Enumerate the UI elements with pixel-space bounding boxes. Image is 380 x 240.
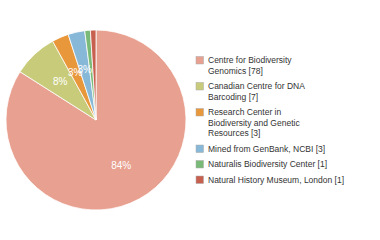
legend-label: Centre for BiodiversityGenomics [78] (208, 55, 292, 76)
legend-label: Naturalis Biodiversity Center [1] (208, 159, 327, 169)
slice (85, 30, 96, 120)
data-label: 3% (77, 64, 92, 75)
legend-label: Mined from GenBank, NCBI [3] (208, 144, 325, 154)
legend: Centre for BiodiversityGenomics [78] Cana… (196, 55, 344, 185)
legend-label: Natural History Museum, London [1] (208, 175, 344, 185)
legend-swatch (196, 145, 204, 153)
legend-label: Canadian Centre for DNABarcoding [7] (208, 81, 305, 102)
legend-label: Research Center inBiodiversity and Genet… (208, 107, 300, 138)
slice (68, 31, 96, 120)
data-label: 8% (53, 76, 68, 87)
legend-swatch (196, 109, 204, 117)
data-labels: 84%8%3%3% (53, 64, 131, 172)
data-label: 84% (111, 160, 131, 171)
legend-swatch (196, 176, 204, 184)
slices (6, 30, 186, 210)
slice (6, 30, 186, 210)
slice (90, 30, 96, 120)
legend-swatch (196, 161, 204, 169)
chart: 84%8%3%3%Centre for BiodiversityGenomics… (0, 0, 380, 240)
legend-swatch (196, 83, 204, 91)
legend-swatch (196, 57, 204, 65)
